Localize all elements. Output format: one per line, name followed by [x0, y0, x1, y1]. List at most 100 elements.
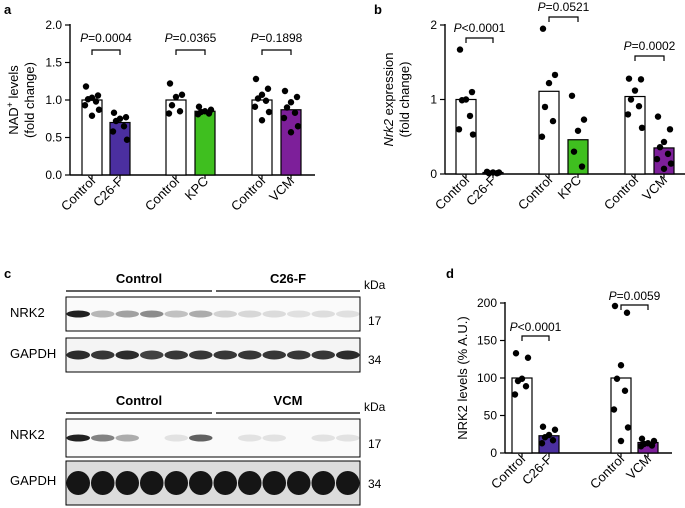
bands-top-1-lane-band — [66, 350, 91, 360]
b-data-point — [455, 126, 463, 133]
b-bar-3 — [567, 139, 589, 175]
blot-top-gapdh-label: GAPDH — [10, 346, 56, 361]
bands-top-0-lane-band — [237, 310, 262, 318]
b-data-point — [654, 113, 662, 120]
d-data-point — [637, 443, 645, 450]
bands-top-1-lane-band — [188, 350, 213, 360]
blot-bottom-gapdh-label: GAPDH — [10, 473, 56, 488]
d-data-point — [638, 435, 646, 442]
d-data-point — [512, 350, 520, 357]
a-data-point — [194, 111, 202, 118]
b-data-point — [568, 92, 576, 99]
western-blot-panel: Control C26-F kDa NRK2 17 GAPDH 34 Contr… — [10, 271, 386, 506]
blot-top-nrk2-mw: 17 — [368, 314, 382, 328]
b-ytick-label: 1 — [430, 93, 437, 107]
bands-top-1-lane-band — [237, 350, 262, 360]
d-category-label: VCM — [623, 452, 654, 483]
b-data-point — [466, 112, 474, 120]
a-data-point — [112, 117, 120, 125]
a-data-point — [251, 103, 259, 110]
d-data-point — [611, 302, 619, 310]
a-data-point — [122, 114, 130, 121]
bands-bottom-0-lane-band — [66, 434, 91, 442]
a-data-point — [254, 95, 262, 102]
bands-top-0-lane-band — [188, 310, 213, 318]
chart-panel-d: 0 50 100 150 200 NRK2 levels (% A.U.) Control C… — [455, 289, 672, 492]
bands-bottom-1-lane-band — [188, 471, 213, 495]
bands-bottom-1-lane-band — [286, 471, 311, 495]
a-data-point — [168, 102, 176, 109]
blot-top-gapdh-strip — [65, 337, 361, 373]
panel-letter-c: c — [4, 266, 11, 281]
blot-bottom-nrk2-mw: 17 — [368, 437, 382, 451]
blot-top-group-c26f: C26-F — [270, 271, 306, 286]
bands-bottom-0-lane-band — [164, 434, 189, 442]
d-ytick-label: 0 — [490, 446, 497, 460]
d-ytick-label: 150 — [477, 334, 497, 348]
a-data-point — [178, 91, 186, 98]
d-data-point — [617, 437, 625, 445]
a-category-label: C26-F — [90, 173, 126, 209]
d-data-point — [511, 391, 519, 398]
blot-bottom-group-vcm: VCM — [274, 393, 303, 408]
b-y-axis-label-line1: Nrk2 expression — [381, 53, 396, 147]
b-category-label: Control — [515, 172, 555, 212]
a-data-point — [109, 128, 117, 135]
a-data-point — [81, 102, 89, 109]
d-data-point — [551, 426, 559, 433]
a-data-point — [84, 96, 92, 103]
d-category-label: Control — [587, 451, 627, 491]
a-data-point — [95, 106, 103, 113]
b-data-point — [666, 126, 674, 133]
bands-top-0-lane-band — [115, 310, 140, 318]
b-y-axis-label-line2: (fold change) — [397, 62, 412, 138]
d-p-value-label: P<0.0001 — [510, 320, 562, 334]
b-p-value-label: P=0.0521 — [538, 0, 590, 14]
blot-top-group-control: Control — [116, 271, 162, 286]
b-data-point — [545, 79, 553, 87]
a-category-label: Control — [58, 173, 98, 213]
d-data-point — [617, 362, 625, 369]
blot-bottom-gapdh-mw: 34 — [368, 477, 382, 491]
b-data-point — [580, 116, 588, 123]
a-data-point — [88, 112, 96, 119]
b-data-point — [469, 131, 477, 138]
bands-top-1-lane-band — [139, 350, 164, 360]
blot-bottom-nrk2-label: NRK2 — [10, 427, 45, 442]
b-data-point — [574, 127, 582, 134]
b-data-point — [624, 111, 632, 118]
b-data-point — [570, 148, 578, 155]
a-sig-bracket — [91, 49, 121, 55]
a-y-axis-label-line2: (fold change) — [22, 62, 37, 138]
b-data-point — [539, 25, 547, 32]
b-data-point — [631, 87, 639, 94]
b-data-point — [541, 103, 549, 111]
a-data-point — [195, 103, 203, 110]
a-data-point — [294, 123, 302, 130]
a-data-point — [123, 136, 131, 143]
d-ytick-label: 100 — [477, 371, 497, 385]
d-data-point — [621, 387, 629, 394]
bands-bottom-1-lane-band — [90, 471, 115, 495]
a-data-point — [258, 117, 266, 124]
bands-bottom-1-lane-band — [66, 471, 91, 495]
blot-top-gapdh-bands — [66, 350, 360, 360]
a-data-point — [120, 123, 128, 130]
bands-bottom-1-lane-band — [237, 471, 262, 495]
bands-bottom-1-lane-band — [164, 471, 189, 495]
bands-bottom-1-lane-band — [213, 471, 238, 495]
b-data-point — [456, 46, 464, 53]
a-data-point — [265, 108, 273, 116]
a-data-point — [287, 99, 295, 106]
b-data-point — [664, 150, 672, 158]
bands-top-0-lane-band — [66, 310, 91, 318]
d-data-point — [522, 383, 530, 390]
b-ytick-label: 2 — [430, 18, 437, 32]
bands-bottom-1-lane-band — [139, 471, 164, 495]
blot-bottom-nrk2-strip — [65, 418, 361, 458]
b-data-point — [656, 143, 664, 151]
bands-top-0-lane-band — [335, 310, 360, 318]
a-p-value-label: P=0.1898 — [251, 31, 303, 45]
d-category-label: C26-F — [519, 451, 555, 487]
